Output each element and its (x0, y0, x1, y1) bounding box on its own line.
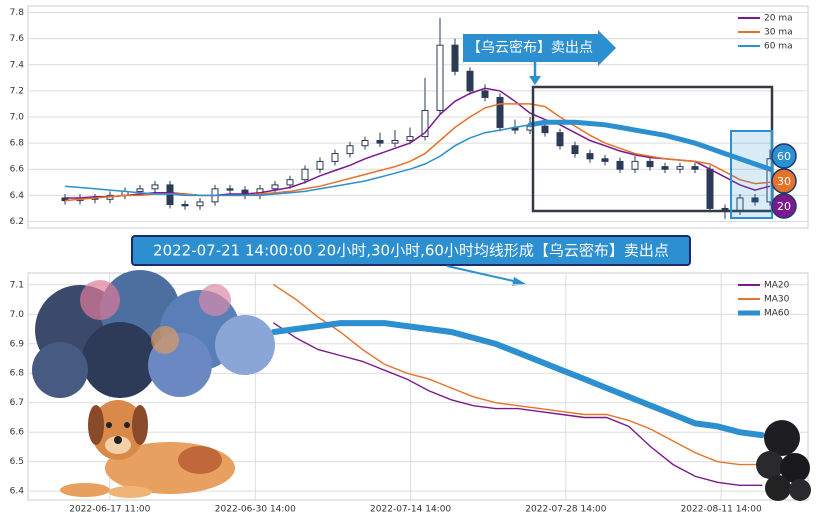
candle-body (706, 168, 714, 209)
y-tick-label: 7.8 (10, 8, 25, 18)
candle-body (286, 179, 294, 186)
legend-label: 60 ma (764, 42, 793, 52)
candle-body (556, 132, 564, 147)
candle-body (661, 166, 669, 170)
ma-line (273, 322, 763, 486)
x-tick-label: 2022-07-14 14:00 (370, 505, 451, 515)
y-tick-label: 6.2 (10, 217, 24, 227)
candle-body (391, 140, 399, 144)
candle-body (181, 203, 189, 207)
banner (131, 235, 691, 266)
y-tick-label: 7.0 (10, 310, 25, 320)
highlight-box-small (730, 130, 773, 219)
callout-pointer-head (529, 76, 541, 85)
candle-body (136, 188, 144, 192)
candle-body (376, 140, 384, 144)
y-tick-label: 7.0 (10, 113, 25, 123)
candle-body (226, 188, 234, 191)
y-tick-label: 7.2 (10, 86, 24, 96)
cloud-illustration (32, 270, 275, 398)
candle-body (196, 201, 204, 207)
candle-body (271, 184, 279, 190)
y-tick-label: 7.1 (10, 280, 24, 290)
legend-label: MA20 (764, 281, 790, 291)
period-badge (771, 168, 797, 194)
banner-arrow (446, 265, 519, 283)
candle-body (361, 140, 369, 147)
candle-body (586, 153, 594, 160)
y-tick-label: 6.4 (10, 191, 25, 201)
x-tick-label: 2022-06-30 14:00 (215, 505, 296, 515)
candle-body (481, 90, 489, 98)
candle-body (436, 44, 444, 111)
candle-body (751, 197, 759, 203)
candle-body (316, 160, 324, 170)
x-tick-label: 2022-08-11 14:00 (681, 505, 762, 515)
candle-body (466, 70, 474, 92)
dog-illustration (60, 400, 235, 498)
dark-cloud-illustration (756, 420, 811, 501)
ma-line (64, 103, 771, 202)
period-badge (771, 143, 797, 169)
y-tick-label: 6.6 (10, 428, 25, 438)
y-tick-label: 7.6 (10, 34, 25, 44)
candle-body (571, 145, 579, 155)
candle-body (691, 166, 699, 170)
legend-label: MA30 (764, 295, 790, 305)
candle-body (421, 109, 429, 138)
y-tick-label: 6.7 (10, 398, 24, 408)
candle-body (616, 160, 624, 170)
period-badge-label: 20 (777, 200, 791, 213)
callout-arrow (463, 30, 616, 66)
candle-body (451, 44, 459, 72)
candle-body (301, 168, 309, 181)
y-tick-label: 6.6 (10, 165, 25, 175)
candle-body (406, 136, 414, 142)
candle-body (631, 160, 639, 170)
y-tick-label: 6.4 (10, 487, 25, 497)
candle-body (151, 184, 159, 190)
ma-line (270, 320, 765, 439)
banner-arrow-head (512, 277, 526, 286)
callout-text: 【乌云密布】卖出点 (467, 39, 593, 56)
legend-label: MA60 (764, 309, 790, 319)
legend-label: 20 ma (764, 14, 793, 24)
ma-line (273, 284, 763, 466)
y-tick-label: 6.8 (10, 139, 25, 149)
candle-body (601, 158, 609, 162)
period-badge (771, 193, 797, 219)
legend-label: 30 ma (764, 28, 793, 38)
candle-body (646, 160, 654, 168)
y-tick-label: 7.4 (10, 60, 25, 70)
candle-body (496, 96, 504, 128)
y-tick-label: 6.5 (10, 457, 24, 467)
x-tick-label: 2022-06-17 11:00 (69, 505, 150, 515)
period-badge-label: 60 (777, 150, 791, 163)
banner-text: 2022-07-21 14:00:00 20小时,30小时,60小时均线形成【乌… (153, 242, 669, 260)
candle-body (541, 125, 549, 134)
x-tick-label: 2022-07-28 14:00 (525, 505, 606, 515)
candle-body (346, 145, 354, 155)
decorations (32, 270, 811, 501)
y-tick-label: 6.8 (10, 369, 25, 379)
candle-body (676, 166, 684, 170)
period-badge-label: 30 (777, 175, 791, 188)
candle-body (331, 153, 339, 162)
y-tick-label: 6.9 (10, 339, 25, 349)
